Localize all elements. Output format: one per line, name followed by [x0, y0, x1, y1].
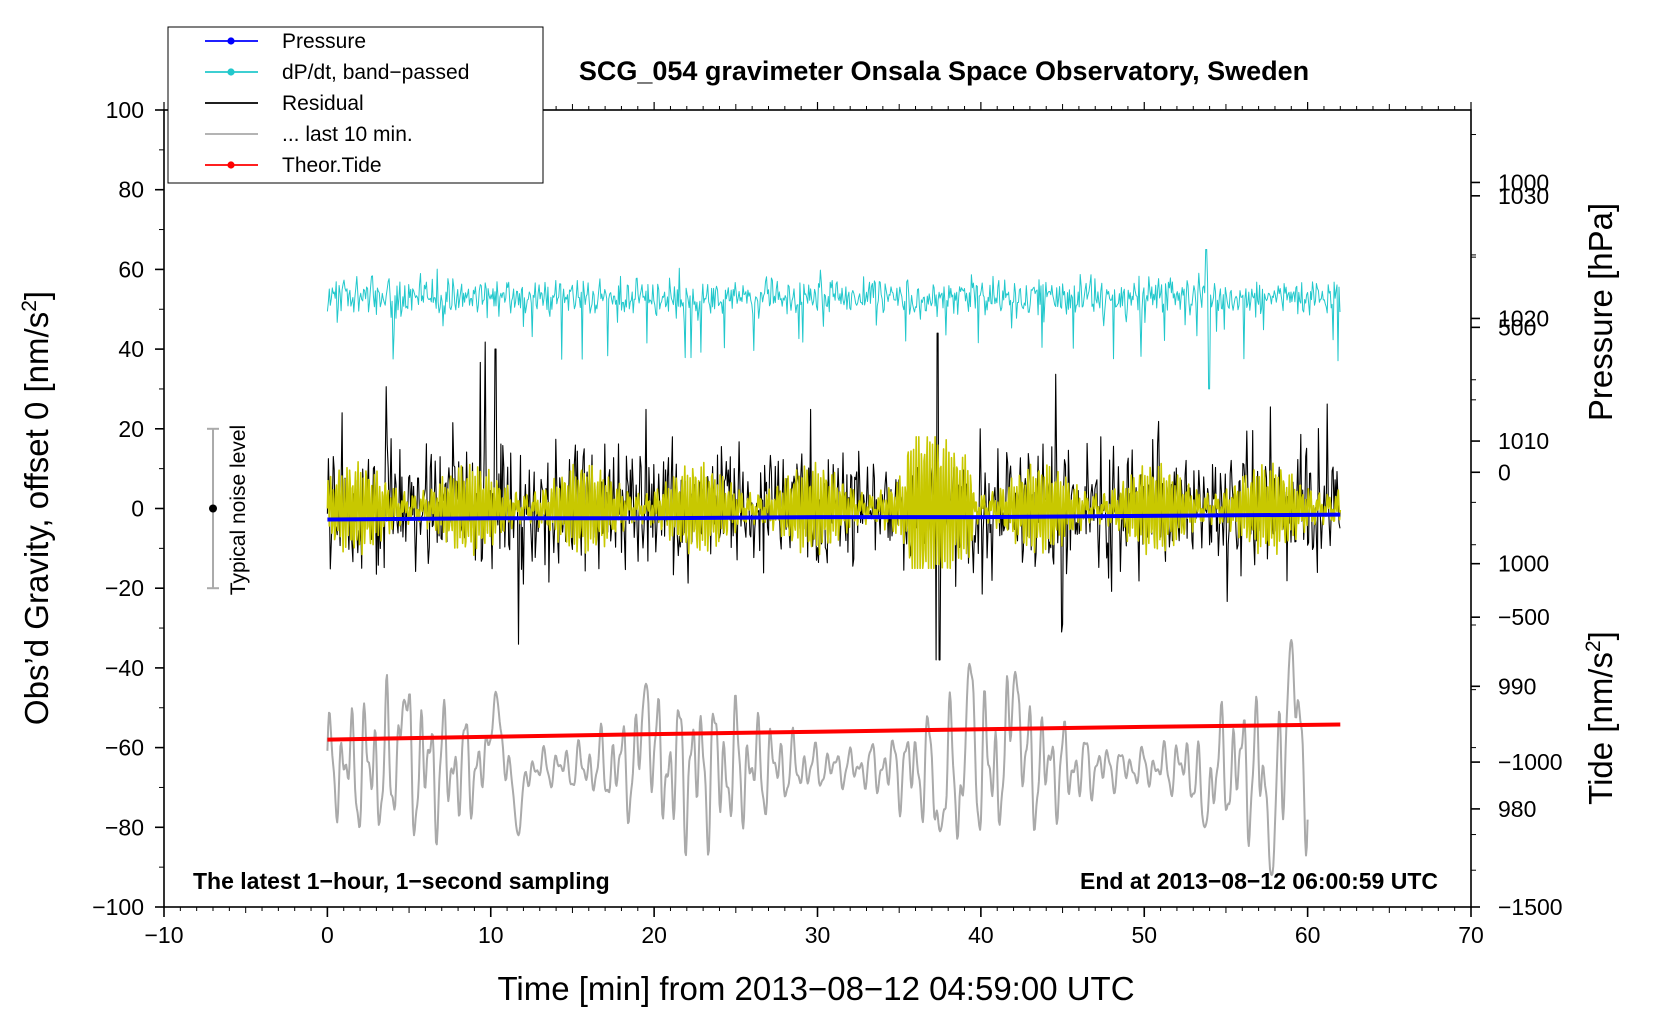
y-tick-label: 40: [118, 336, 144, 362]
y-tick-label: 20: [118, 416, 144, 442]
x-axis-label: Time [min] from 2013−08−12 04:59:00 UTC: [497, 970, 1134, 1007]
legend-label: Residual: [282, 92, 364, 115]
y-tick-label: 80: [118, 177, 144, 203]
series-theor-tide: [327, 722, 1341, 742]
noise-level-indicator: [207, 427, 220, 590]
pressure-tick-label: 990: [1498, 673, 1536, 699]
legend-label: dP/dt, band−passed: [282, 61, 469, 84]
legend-label: Pressure: [282, 30, 366, 53]
series-pressure: [327, 512, 1341, 522]
tide-tick-label: −500: [1498, 604, 1550, 630]
pressure-axis-label: Pressure [hPa]: [1582, 203, 1619, 421]
x-tick-label: 40: [968, 922, 994, 948]
pressure-tick-label: 1000: [1498, 551, 1549, 577]
series-tide-line: [327, 722, 1341, 742]
series-last-10-min: [326, 639, 1309, 877]
x-tick-label: 70: [1458, 922, 1484, 948]
tide-tick-label: −1000: [1498, 749, 1563, 775]
y-tick-label: −40: [105, 655, 144, 681]
y-tick-label: −20: [105, 575, 144, 601]
axis-ticks: −10 0 10 20 30 40 50 60 70100806040200−20−40−60−…: [92, 97, 1562, 948]
x-tick-label: 50: [1131, 922, 1157, 948]
y-tick-label: −80: [105, 814, 144, 840]
tide-tick-label: −1500: [1498, 894, 1563, 920]
series-band-filtered: [326, 435, 1342, 570]
series-last10-line: [326, 639, 1309, 877]
y-tick-label: 60: [118, 256, 144, 282]
x-tick-label: 60: [1295, 922, 1321, 948]
series-dpdt-line: [326, 249, 1341, 390]
y-axis-label: Obs’d Gravity, offset 0 [nm/s2]: [18, 291, 55, 725]
chart-title: SCG_054 gravimeter Onsala Space Observat…: [579, 56, 1309, 86]
tide-tick-label: 0: [1498, 459, 1511, 485]
pressure-tick-label: 1010: [1498, 428, 1549, 454]
x-tick-label: 30: [805, 922, 831, 948]
x-tick-label: 10: [478, 922, 504, 948]
x-tick-label: 20: [641, 922, 667, 948]
x-tick-label: −10: [144, 922, 183, 948]
series-filtered-line: [326, 435, 1342, 570]
legend-marker: [227, 161, 235, 169]
annotation-end-time: End at 2013−08−12 06:00:59 UTC: [1080, 868, 1438, 894]
pressure-tick-label: 980: [1498, 796, 1536, 822]
noise-level-label: Typical noise level: [227, 425, 250, 595]
pressure-tick-label: 1030: [1498, 183, 1549, 209]
annotation-sampling: The latest 1−hour, 1−second sampling: [193, 868, 610, 894]
y-tick-label: 100: [106, 97, 144, 123]
legend-marker: [227, 37, 235, 45]
legend-label: ... last 10 min.: [282, 123, 413, 146]
y-tick-label: −100: [92, 894, 144, 920]
legend-label: Theor.Tide: [282, 154, 382, 177]
tide-tick-label: 1000: [1498, 169, 1549, 195]
legend-box: [167, 26, 544, 184]
y-tick-label: 0: [131, 496, 144, 522]
legend: Pressure dP/dt, band−passed Residual ... la…: [167, 26, 544, 184]
series-dpdt: [326, 249, 1341, 390]
y-tick-label: −60: [105, 735, 144, 761]
legend-marker: [227, 68, 235, 76]
pressure-tick-label: 1020: [1498, 305, 1549, 331]
x-tick-label: 0: [321, 922, 334, 948]
tide-axis-label: Tide [nm/s2]: [1582, 631, 1619, 805]
noise-bar-center: [209, 504, 218, 513]
series-pressure-line: [327, 512, 1341, 522]
tide-tick-label: 500: [1498, 314, 1536, 340]
